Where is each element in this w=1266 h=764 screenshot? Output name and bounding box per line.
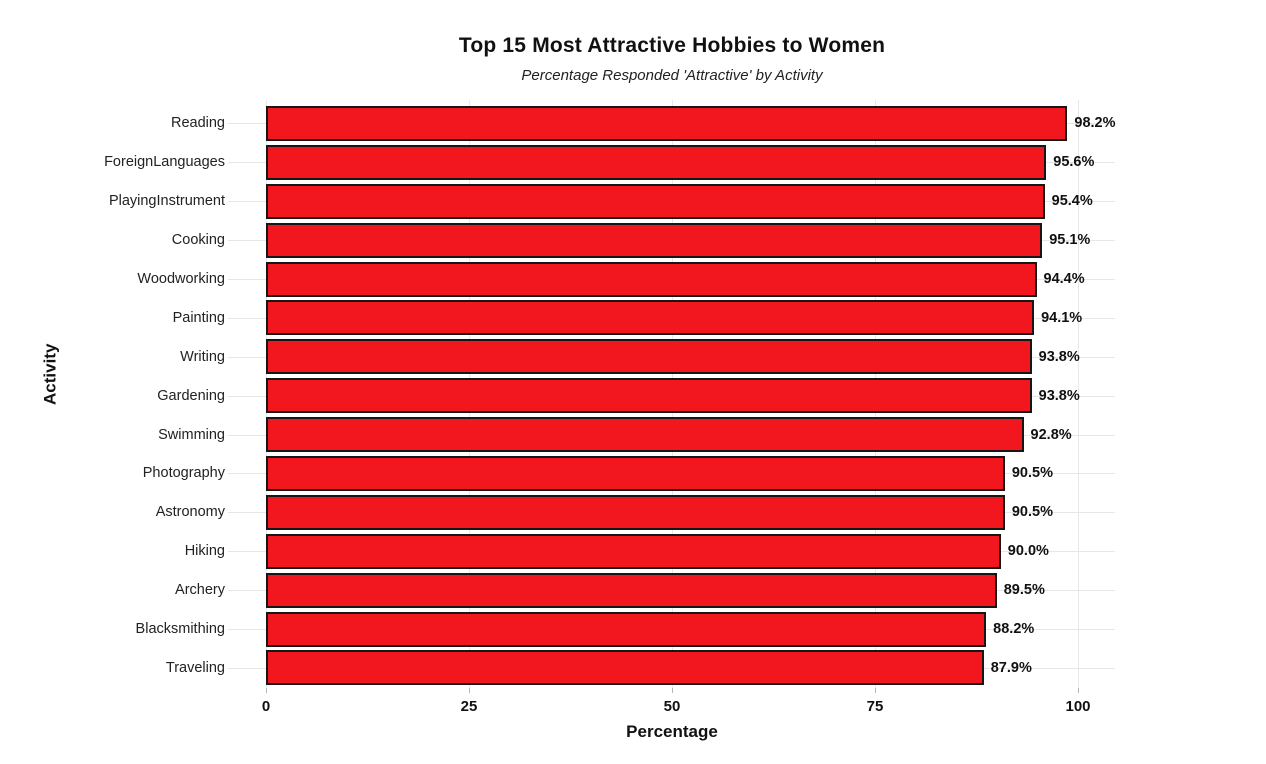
bar-row-playinginstrument: PlayingInstrument 95.4% [30,182,1115,221]
category-label: Blacksmithing [135,621,225,638]
category-label: ForeignLanguages [104,154,225,171]
bar [266,417,1024,453]
category-label: Cooking [171,232,225,249]
category-label: Photography [142,465,225,482]
category-label: Woodworking [137,271,225,287]
bar-row-astronomy: Astronomy 90.5% [30,493,1115,532]
bar [266,105,1068,141]
bar-row-foreignlanguages: ForeignLanguages 95.6% [30,143,1115,182]
bar [266,494,1005,530]
bar-value-label: 98.2% [1074,115,1116,132]
bar [266,339,1032,375]
bar-value-label: 94.1% [1041,309,1083,326]
bar-track: 90.0% [266,532,1078,571]
bar-value-label: 92.8% [1030,426,1072,443]
bar-rows: Reading 98.2% ForeignLanguages 95.6% Playing… [30,104,1116,687]
bar-track: 88.2% [266,610,1078,649]
x-tick-mark-25 [469,688,470,693]
bar-value-label: 88.2% [993,621,1035,638]
bar [266,650,984,686]
bar-value-label: 89.5% [1003,582,1045,599]
bar-row-painting: Painting 94.1% [30,298,1115,337]
category-label: Reading [170,115,225,132]
bar-track: 95.6% [266,143,1094,182]
x-tick-mark-100 [1078,688,1079,693]
bar-track: 93.8% [266,337,1080,376]
bar-row-writing: Writing 93.8% [30,337,1115,376]
bar-track: 94.1% [266,298,1082,337]
bar-row-archery: Archery 89.5% [30,571,1115,610]
bar-track: 93.8% [266,376,1080,415]
category-label: Painting [172,309,225,326]
category-label: Astronomy [155,504,225,521]
bar-row-woodworking: Woodworking 94.4% [30,260,1115,299]
gridline-x-100 [1078,100,1079,688]
x-tick-mark-0 [266,688,267,693]
category-label: Swimming [158,426,225,443]
plot-area: Reading 98.2% ForeignLanguages 95.6% Playing… [30,100,1116,715]
bar-track: 89.5% [266,571,1078,610]
bar-track: 98.2% [266,104,1116,143]
bar-row-cooking: Cooking 95.1% [30,221,1115,260]
bar-value-label: 90.0% [1007,543,1049,560]
bar-value-label: 93.8% [1038,348,1080,365]
x-tick-label-25: 25 [460,698,478,715]
bar-row-hiking: Hiking 90.0% [30,532,1115,571]
category-label: Archery [175,582,225,599]
bar [266,572,997,608]
bar-value-label: 95.6% [1053,154,1095,171]
x-tick-label-100: 100 [1065,698,1091,715]
bar [266,300,1035,336]
chart-header: Top 15 Most Attractive Hobbies to Women … [266,34,1078,84]
bar-track: 95.4% [266,182,1093,221]
x-tick-label-75: 75 [866,698,884,715]
bar [266,261,1037,297]
bar-value-label: 95.4% [1051,193,1093,210]
bar [266,144,1047,180]
category-label: PlayingInstrument [108,193,225,210]
bar [266,455,1005,491]
bar-value-label: 95.1% [1049,232,1091,249]
category-label: Traveling [165,659,225,676]
bar-row-reading: Reading 98.2% [30,104,1116,143]
bar-track: 94.4% [266,260,1085,299]
x-axis-label: Percentage [626,722,718,741]
x-tick-label-50: 50 [663,698,681,715]
bar-value-label: 93.8% [1038,387,1080,404]
category-label: Gardening [157,387,225,404]
bar-row-traveling: Traveling 87.9% [30,648,1115,687]
bar-value-label: 87.9% [990,659,1032,676]
chart-title: Top 15 Most Attractive Hobbies to Women [458,34,886,57]
bar-value-label: 90.5% [1011,465,1053,482]
bar [266,378,1032,414]
chart-subtitle: Percentage Responded 'Attractive' by Act… [521,67,823,84]
bar-row-swimming: Swimming 92.8% [30,415,1115,454]
category-label: Writing [180,348,225,365]
bar [266,533,1001,569]
x-tick-mark-50 [672,688,673,693]
bar-row-gardening: Gardening 93.8% [30,376,1115,415]
bar-value-label: 90.5% [1011,504,1053,521]
category-label: Hiking [184,543,225,560]
bar-track: 90.5% [266,454,1078,493]
bar-track: 95.1% [266,221,1090,260]
bar [266,611,987,647]
bar-track: 87.9% [266,648,1078,687]
x-tick-mark-75 [875,688,876,693]
bar [266,222,1043,258]
bar-value-label: 94.4% [1043,271,1085,287]
bar-row-photography: Photography 90.5% [30,454,1115,493]
bar-row-blacksmithing: Blacksmithing 88.2% [30,610,1115,649]
bar-track: 92.8% [266,415,1078,454]
bar [266,183,1045,219]
bar-track: 90.5% [266,493,1078,532]
x-tick-label-0: 0 [261,698,271,715]
